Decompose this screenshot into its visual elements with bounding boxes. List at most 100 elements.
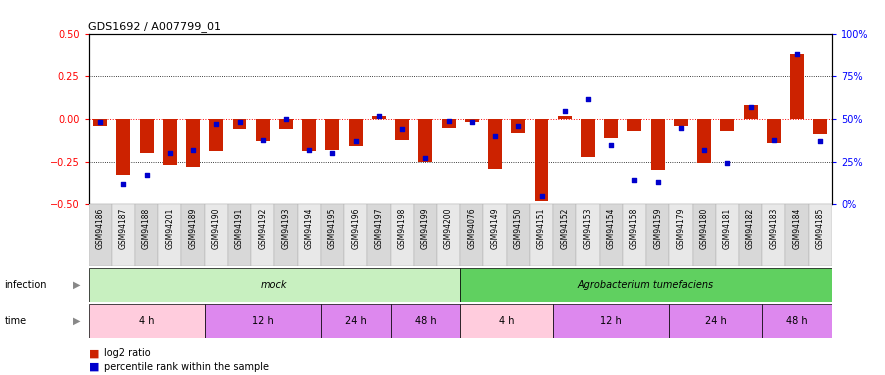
Bar bbox=[627, 119, 642, 131]
Point bbox=[650, 179, 665, 185]
Text: GSM94179: GSM94179 bbox=[676, 207, 685, 249]
Text: GSM94184: GSM94184 bbox=[793, 207, 802, 249]
Text: GDS1692 / A007799_01: GDS1692 / A007799_01 bbox=[88, 22, 221, 33]
Bar bbox=[460, 268, 832, 302]
Point bbox=[233, 120, 247, 126]
Point bbox=[256, 136, 270, 142]
Bar bbox=[530, 204, 553, 266]
Bar bbox=[349, 119, 363, 146]
Text: 24 h: 24 h bbox=[345, 316, 366, 326]
Bar bbox=[535, 119, 549, 201]
Text: GSM94198: GSM94198 bbox=[397, 207, 406, 249]
Text: GSM94188: GSM94188 bbox=[142, 207, 151, 249]
Text: 4 h: 4 h bbox=[139, 316, 154, 326]
Text: 24 h: 24 h bbox=[704, 316, 727, 326]
Point bbox=[442, 118, 456, 124]
Text: GSM94201: GSM94201 bbox=[165, 207, 174, 249]
Point bbox=[581, 96, 595, 102]
Point bbox=[535, 193, 549, 199]
Bar bbox=[163, 119, 177, 165]
Text: GSM94149: GSM94149 bbox=[490, 207, 499, 249]
Bar bbox=[140, 119, 154, 153]
Bar bbox=[228, 204, 251, 266]
Text: GSM94199: GSM94199 bbox=[421, 207, 430, 249]
Point bbox=[465, 120, 479, 126]
Text: GSM94182: GSM94182 bbox=[746, 207, 755, 249]
Bar bbox=[372, 116, 386, 119]
Text: GSM94196: GSM94196 bbox=[351, 207, 360, 249]
Bar bbox=[669, 204, 693, 266]
Bar bbox=[697, 119, 712, 164]
Text: percentile rank within the sample: percentile rank within the sample bbox=[104, 362, 269, 372]
Point bbox=[488, 133, 502, 139]
Bar bbox=[210, 119, 223, 152]
Text: infection: infection bbox=[4, 280, 47, 290]
Bar bbox=[320, 204, 344, 266]
Point bbox=[604, 142, 619, 148]
Text: time: time bbox=[4, 316, 27, 326]
Point bbox=[790, 51, 804, 57]
Bar bbox=[739, 204, 762, 266]
Text: GSM94197: GSM94197 bbox=[374, 207, 383, 249]
Bar bbox=[437, 204, 460, 266]
Bar bbox=[256, 119, 270, 141]
Bar bbox=[650, 119, 665, 170]
Bar bbox=[251, 204, 274, 266]
Text: GSM94154: GSM94154 bbox=[607, 207, 616, 249]
Text: 12 h: 12 h bbox=[252, 316, 273, 326]
Point bbox=[558, 108, 572, 114]
Text: 4 h: 4 h bbox=[499, 316, 514, 326]
Bar bbox=[558, 116, 572, 119]
Text: Agrobacterium tumefaciens: Agrobacterium tumefaciens bbox=[578, 280, 714, 290]
Text: GSM94158: GSM94158 bbox=[630, 207, 639, 249]
Text: GSM94191: GSM94191 bbox=[235, 207, 244, 249]
Bar bbox=[762, 204, 786, 266]
Text: GSM94195: GSM94195 bbox=[328, 207, 337, 249]
Bar bbox=[460, 304, 553, 338]
Bar bbox=[506, 204, 530, 266]
Point bbox=[209, 121, 223, 127]
Text: GSM94180: GSM94180 bbox=[700, 207, 709, 249]
Point bbox=[116, 181, 130, 187]
Bar bbox=[414, 204, 437, 266]
Bar bbox=[88, 304, 204, 338]
Text: GSM94152: GSM94152 bbox=[560, 207, 569, 249]
Bar bbox=[367, 204, 390, 266]
Bar bbox=[553, 304, 669, 338]
Bar bbox=[419, 119, 432, 162]
Text: GSM94190: GSM94190 bbox=[212, 207, 220, 249]
Bar bbox=[809, 204, 832, 266]
Point bbox=[93, 120, 107, 126]
Bar bbox=[320, 304, 390, 338]
Bar bbox=[489, 119, 502, 168]
Point bbox=[720, 160, 735, 166]
Point bbox=[186, 147, 200, 153]
Bar bbox=[181, 204, 204, 266]
Point bbox=[140, 172, 154, 178]
Bar bbox=[512, 119, 526, 133]
Text: 48 h: 48 h bbox=[786, 316, 808, 326]
Bar bbox=[581, 119, 595, 157]
Bar bbox=[88, 268, 460, 302]
Text: GSM94200: GSM94200 bbox=[444, 207, 453, 249]
Point bbox=[743, 104, 758, 110]
Text: GSM94151: GSM94151 bbox=[537, 207, 546, 249]
Bar bbox=[483, 204, 507, 266]
Bar bbox=[158, 204, 181, 266]
Bar bbox=[716, 204, 739, 266]
Bar bbox=[786, 204, 809, 266]
Bar bbox=[233, 119, 246, 129]
Point bbox=[349, 138, 363, 144]
Bar bbox=[279, 119, 293, 129]
Point bbox=[766, 136, 781, 142]
Bar bbox=[669, 304, 762, 338]
Bar bbox=[693, 204, 716, 266]
Point bbox=[302, 147, 316, 153]
Point bbox=[673, 124, 688, 130]
Bar bbox=[460, 204, 483, 266]
Text: 12 h: 12 h bbox=[600, 316, 622, 326]
Text: GSM94159: GSM94159 bbox=[653, 207, 662, 249]
Bar bbox=[553, 204, 576, 266]
Bar bbox=[93, 119, 107, 126]
Bar bbox=[720, 119, 735, 131]
